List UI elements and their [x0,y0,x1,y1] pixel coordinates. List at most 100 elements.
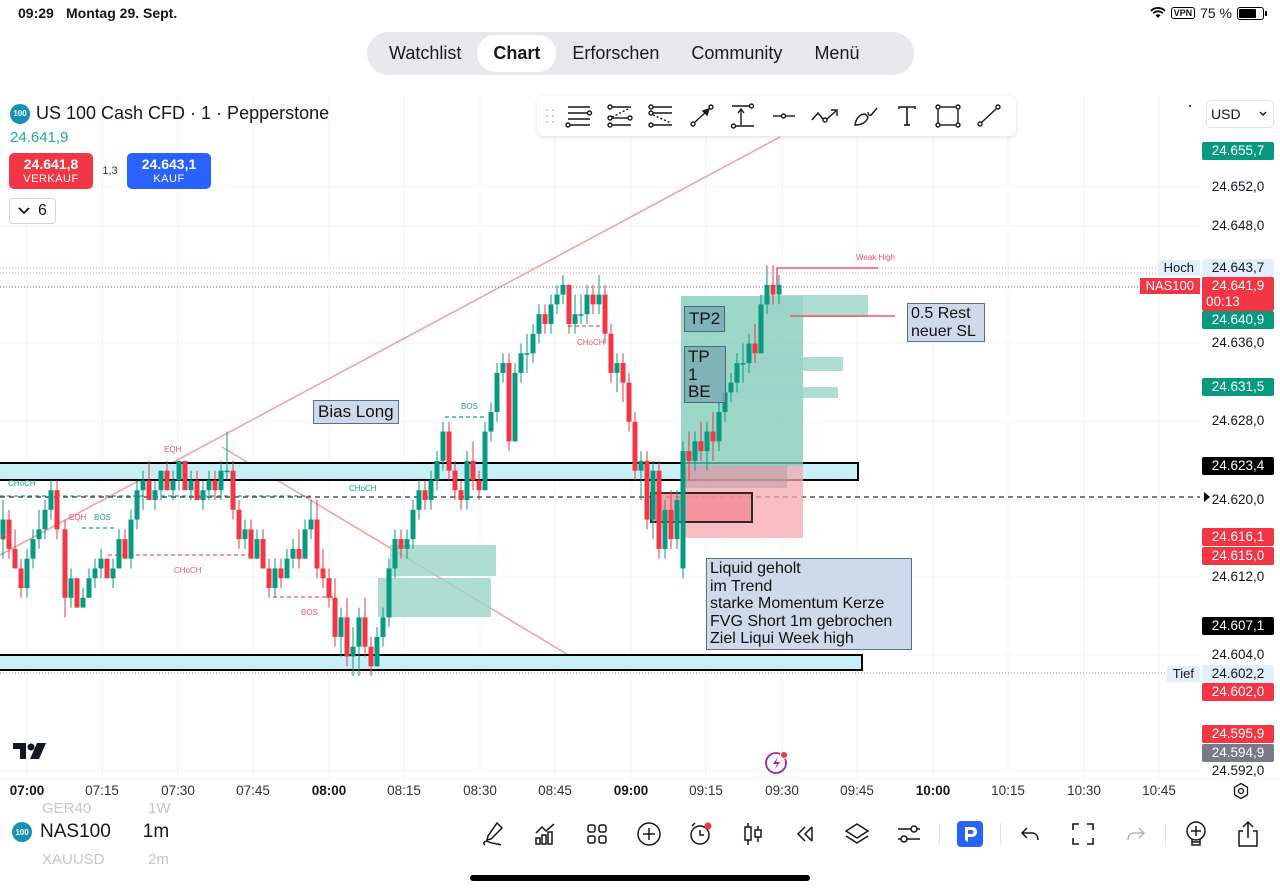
price-tag[interactable]: 24.641,9 00:13 [1202,277,1274,311]
price-tag[interactable]: 24.616,1 [1202,528,1274,546]
rectangle-icon[interactable] [929,98,967,134]
parallel-channel-icon[interactable] [601,98,639,134]
candle-up [716,411,722,442]
note-bias-long[interactable]: Bias Long [313,400,399,424]
tradingview-logo-icon[interactable] [13,743,46,765]
chart-canvas[interactable] [0,95,1280,805]
bottom-symbol[interactable]: NAS100 [40,821,111,842]
candlestick-chart[interactable] [0,95,1280,805]
price-tag[interactable]: 24.602,0 [1202,683,1274,701]
candle-down [122,539,128,559]
axis-settings-icon[interactable] [1232,782,1250,805]
note-rest-sl[interactable]: 0.5 Rest neuer SL [907,303,985,342]
layers-icon[interactable] [831,819,883,849]
price-tag[interactable]: 24.602,2 [1202,665,1274,683]
candle-up [416,490,422,510]
tab-community[interactable]: Community [691,43,783,63]
symbol-title[interactable]: US 100 Cash CFD · 1 · Pepperstone [36,103,330,123]
price-tag[interactable]: 24.607,1 [1202,617,1274,635]
note-tp2[interactable]: TP2 [684,306,726,332]
trend-line-icon[interactable] [970,98,1008,134]
status-bar: 09:29 Montag 29. Sept. VPN 75 % [0,0,1280,28]
candle-down [320,568,326,579]
candle-up [692,441,698,461]
candle-down [146,480,152,500]
candle-up [140,480,146,491]
drawing-pen-icon[interactable] [467,819,519,849]
regression-channel-icon[interactable] [642,98,680,134]
tab-menu[interactable]: Menü [814,43,860,63]
candle-up [764,284,770,305]
price-tag[interactable]: 24.655,7 [1202,142,1274,160]
undo-icon[interactable] [1005,819,1057,849]
brush-icon[interactable] [847,98,885,134]
note-analysis[interactable]: Liquid geholt im Trend starke Momentum K… [706,558,912,650]
indicators-collapse-button[interactable]: 6 [9,198,56,224]
price-tick: 24.652,0 [1211,179,1265,194]
candle-up [374,636,380,667]
trend-line-up [0,136,781,556]
price-range-icon[interactable] [724,98,762,134]
symbol-header[interactable]: 100 US 100 Cash CFD · 1 · Pepperstone [10,103,329,124]
structure-label: BOS [301,608,318,617]
price-tag-value: 24.623,4 [1211,458,1265,473]
candle-up [548,304,554,324]
chevron-down-icon [18,207,30,215]
time-tick: 08:00 [311,783,347,798]
replay-icon[interactable] [779,819,831,849]
horizontal-ray-icon[interactable] [765,98,803,134]
price-tag[interactable]: 24.640,9 [1202,311,1274,329]
add-icon[interactable] [623,819,675,849]
candle-up [746,343,752,364]
pepperstone-broker-icon[interactable] [944,819,996,849]
drawing-toolbar [537,96,1016,136]
currency-select[interactable]: USD [1206,100,1274,128]
price-tag[interactable]: 24.623,4 [1202,457,1274,475]
alert-clock-icon[interactable] [675,819,727,849]
bar-countdown: 00:13 [1206,294,1240,309]
candle-up [224,470,230,473]
buy-button[interactable]: 24.643,1 KAUF [127,153,211,189]
price-tag-value: 24.615,0 [1211,548,1265,563]
price-tag[interactable]: 24.615,0 [1202,547,1274,565]
time-tick: 07:30 [161,783,195,798]
candle-down [314,519,320,569]
candle-up [494,372,500,412]
candle-up [110,568,116,579]
candle-up [584,294,590,315]
arrow-line-icon[interactable] [683,98,721,134]
lightning-alert-icon[interactable] [764,749,790,780]
bottom-interval[interactable]: 1m [142,821,170,842]
add-idea-icon[interactable] [1170,819,1222,849]
price-tag[interactable]: 24.643,7 [1202,259,1274,277]
candle-up [572,314,578,324]
candle-up [284,558,290,579]
price-tag[interactable]: 24.595,9 [1202,725,1274,743]
path-icon[interactable] [806,98,844,134]
trade-panel: 24.641,8 VERKAUF 1,3 24.643,1 KAUF [9,153,211,189]
redo-icon[interactable] [1109,819,1161,849]
text-tool-icon[interactable] [888,98,926,134]
candle-up [98,558,104,569]
settings-sliders-icon[interactable] [883,819,935,849]
share-icon[interactable] [1222,819,1274,849]
price-tag[interactable]: 24.594,9 [1202,744,1274,762]
horizontal-lines-icon[interactable] [560,98,598,134]
fullscreen-icon[interactable] [1057,819,1109,849]
drag-handle-icon[interactable] [543,98,557,134]
tab-chart[interactable]: Chart [477,35,557,72]
time-tick: 10:00 [915,783,951,798]
candle-down [686,451,692,461]
symbol-switcher[interactable]: 100 NAS100 1m [12,821,169,843]
time-tick: 07:15 [85,783,119,798]
time-axis[interactable]: 07:00 07:15 07:30 07:45 08:00 08:15 08:30 08:45… [0,779,1280,803]
note-tp1-be[interactable]: TP 1 BE [684,346,726,403]
sell-button[interactable]: 24.641,8 VERKAUF [9,153,93,189]
tab-watchlist[interactable]: Watchlist [389,43,462,63]
price-tag[interactable]: 24.631,5 [1202,378,1274,396]
tab-erforschen[interactable]: Erforschen [572,43,660,63]
battery-icon [1237,6,1267,20]
indicators-icon[interactable] [519,819,571,849]
chart-type-candles-icon[interactable] [727,819,779,849]
layouts-icon[interactable] [571,819,623,849]
